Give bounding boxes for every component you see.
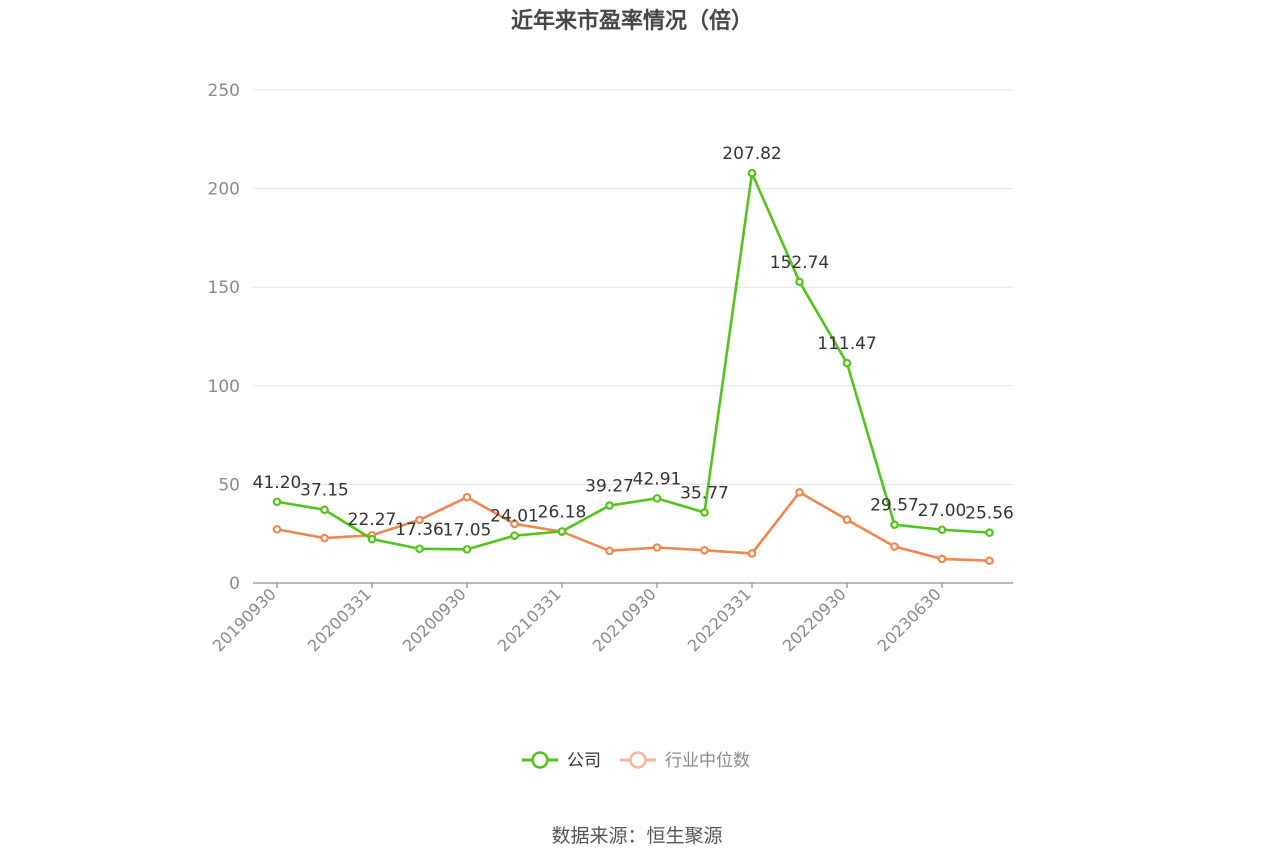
- data-label: 17.05: [443, 520, 492, 540]
- data-point: [510, 519, 519, 529]
- data-label: 17.36: [395, 520, 444, 540]
- data-label: 39.27: [585, 477, 634, 497]
- data-point: [937, 525, 947, 535]
- y-tick-label: 250: [208, 81, 240, 101]
- x-tick-label: 20210930: [589, 584, 660, 655]
- data-point: [795, 277, 804, 287]
- data-label: 37.15: [300, 481, 349, 501]
- data-point: [272, 497, 282, 507]
- data-point: [700, 508, 709, 517]
- x-tick-label: 20220930: [779, 584, 850, 655]
- data-point: [462, 545, 472, 554]
- y-tick-label: 100: [208, 377, 240, 397]
- data-point: [890, 520, 899, 529]
- y-tick-label: 50: [218, 475, 240, 495]
- data-label: 42.91: [633, 469, 682, 489]
- legend-marker: [531, 751, 549, 769]
- data-label: 207.82: [722, 144, 781, 164]
- data-point: [747, 549, 757, 558]
- data-label: 41.20: [253, 473, 302, 493]
- data-point: [510, 531, 519, 540]
- data-point: [415, 544, 424, 554]
- source-note: 数据来源：恒生聚源: [551, 825, 722, 847]
- legend-label: 行业中位数: [665, 751, 750, 771]
- legend[interactable]: 公司 行业中位数: [522, 751, 750, 771]
- x-tick-label: 20210331: [494, 584, 565, 655]
- grid-lines: [253, 89, 1013, 485]
- data-point: [462, 492, 472, 502]
- series-0: [272, 168, 994, 554]
- data-point: [605, 501, 614, 510]
- data-point: [795, 487, 804, 497]
- data-point: [890, 542, 899, 551]
- data-point: [557, 527, 567, 536]
- data-point: [652, 494, 662, 503]
- legend-item-1[interactable]: 行业中位数: [620, 751, 750, 771]
- data-point: [320, 533, 329, 543]
- data-point: [700, 545, 709, 555]
- data-label: 111.47: [817, 334, 876, 354]
- legend-item-0[interactable]: 公司: [522, 751, 601, 771]
- data-point: [937, 554, 947, 564]
- x-tick-label: 20220331: [684, 584, 755, 655]
- data-point: [747, 168, 757, 178]
- y-axis-ticks: 0 50 100 150 200 250: [208, 81, 240, 594]
- data-point: [367, 534, 377, 544]
- x-tick-label: 20200930: [399, 584, 470, 655]
- x-tick-label: 20190930: [209, 584, 280, 655]
- data-label: 26.18: [538, 502, 587, 522]
- data-label: 25.56: [965, 504, 1014, 524]
- y-tick-label: 0: [229, 574, 240, 594]
- data-label: 35.77: [680, 483, 729, 503]
- data-point: [842, 358, 852, 368]
- data-label: 24.01: [490, 507, 539, 527]
- data-point: [272, 525, 282, 534]
- data-point: [415, 515, 424, 525]
- series-line: [276, 171, 990, 551]
- data-point: [842, 515, 852, 524]
- data-point: [652, 543, 662, 552]
- legend-marker: [629, 751, 647, 769]
- data-label: 152.74: [770, 253, 829, 273]
- y-tick-label: 200: [208, 180, 240, 200]
- series-layer: [272, 168, 994, 566]
- series-1: [272, 487, 994, 566]
- data-point: [985, 528, 994, 537]
- data-label: 29.57: [870, 496, 919, 516]
- data-label: 22.27: [348, 510, 397, 530]
- series-line: [276, 490, 990, 563]
- chart-title: 近年来市盈率情况（倍）: [511, 8, 753, 34]
- x-tick-label: 20230630: [874, 584, 945, 655]
- x-axis: 20190930 20200331 20200930 20210331 20210930…: [209, 582, 1013, 655]
- data-point: [320, 505, 329, 515]
- data-point: [985, 556, 994, 566]
- data-label: 27.00: [918, 501, 967, 521]
- y-tick-label: 150: [208, 278, 240, 298]
- legend-label: 公司: [567, 751, 601, 771]
- data-point: [605, 546, 614, 556]
- x-tick-label: 20200331: [304, 584, 375, 655]
